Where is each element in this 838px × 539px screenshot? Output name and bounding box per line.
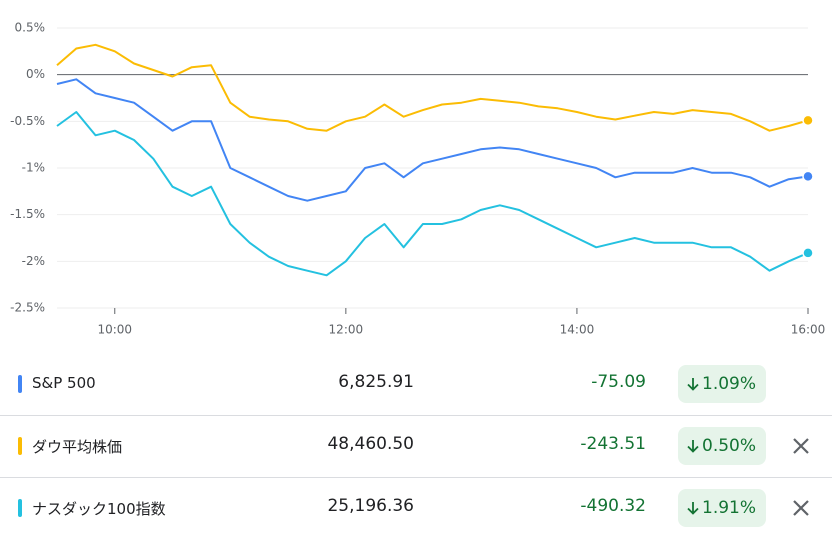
down-arrow (687, 378, 699, 391)
series-line (56, 43, 809, 132)
x-tick-label: 10:00 (97, 323, 132, 337)
close-icon (793, 500, 809, 516)
quote-row: ダウ平均株価 48,460.50 -243.51 0.50% (0, 416, 832, 478)
y-tick-label: -0.5% (10, 114, 45, 128)
end-dot (802, 114, 814, 127)
quote-name: S&P 500 (32, 374, 96, 392)
quote-price: 25,196.36 (327, 496, 414, 516)
y-tick-label: -1.5% (10, 207, 45, 221)
y-tick-label: -1% (22, 161, 45, 175)
y-tick-label: 0% (26, 67, 45, 81)
series-color (18, 499, 22, 517)
quote-name: ダウ平均株価 (32, 438, 123, 456)
quote-row: ナスダック100指数 25,196.36 -490.32 1.91% (0, 478, 832, 539)
y-tick-label: 0.5% (15, 21, 46, 35)
chart: 0.5% 0% -0.5% -1% -1.5% -2% -2.5% 10:00 12:00 14:… (10, 21, 826, 337)
quote-price: 48,460.50 (327, 434, 414, 454)
close-icon (793, 438, 809, 454)
series-color (18, 375, 22, 393)
quote-name: ナスダック100指数 (32, 500, 166, 518)
x-tick-label: 12:00 (329, 323, 364, 337)
series-line (56, 78, 809, 202)
quote-change: -75.09 (591, 372, 646, 392)
x-tick-label: 16:00 (791, 323, 826, 337)
remove-button[interactable] (790, 497, 812, 519)
remove-button[interactable] (790, 435, 812, 457)
y-tick-label: -2% (22, 254, 45, 268)
x-tick-label: 14:00 (560, 323, 595, 337)
y-tick-label: -2.5% (10, 301, 45, 315)
change-badge: 1.91% (678, 489, 767, 527)
change-badge: 1.09% (678, 365, 767, 403)
series-color (18, 437, 22, 455)
change-pct: 1.09% (702, 374, 757, 394)
quote-price: 6,825.91 (338, 372, 414, 392)
change-badge: 0.50% (678, 427, 767, 465)
quote-change: -243.51 (580, 434, 646, 454)
quote-change: -490.32 (580, 496, 646, 516)
change-pct: 1.91% (702, 498, 757, 518)
change-pct: 0.50% (702, 436, 757, 456)
down-arrow (687, 440, 699, 453)
down-arrow (687, 502, 699, 515)
end-dot (802, 247, 814, 259)
quote-row: S&P 500 6,825.91 -75.09 1.09% (0, 354, 832, 416)
end-dot (802, 170, 814, 183)
series-line (56, 111, 809, 277)
